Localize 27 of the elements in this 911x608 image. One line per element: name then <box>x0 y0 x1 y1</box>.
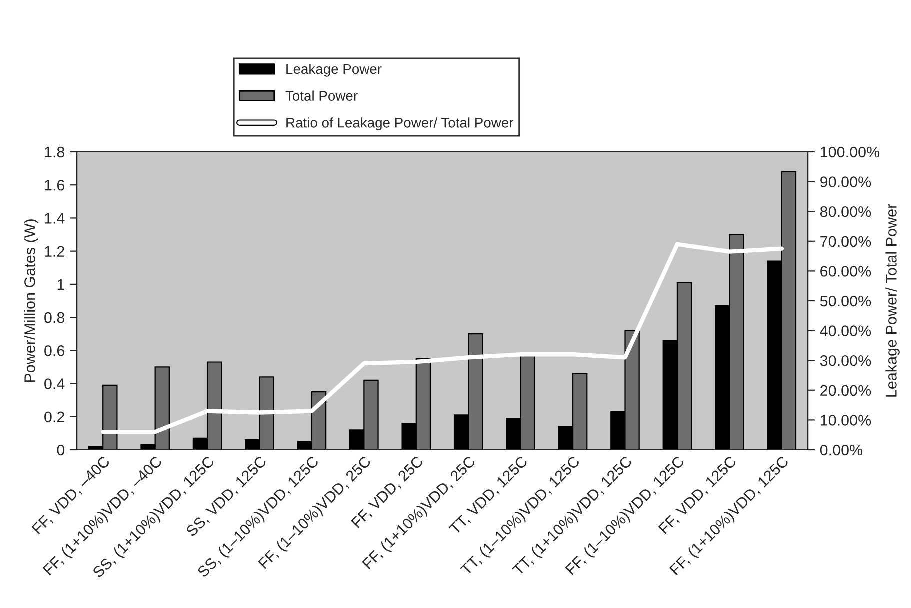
y2-tick-label: 10.00% <box>820 415 872 426</box>
y-tick-label: 1 <box>58 279 64 290</box>
y-tick-label: 0.8 <box>44 312 65 324</box>
y-tick-label: 0.4 <box>44 378 65 390</box>
line-series <box>101 242 784 434</box>
y2-tick-label: 30.00% <box>820 355 872 366</box>
y-tick-label: 1.6 <box>45 180 65 191</box>
y-tick-label: 1.2 <box>45 246 64 257</box>
y2-tick-label: 0.00% <box>820 444 863 456</box>
y2-tick-label: 90.00% <box>820 176 872 188</box>
y-tick-label: 1.4 <box>45 213 65 224</box>
y2-tick-label: 100.00% <box>820 146 880 158</box>
legend-label: Leakage Power <box>286 64 382 77</box>
y2-tick-label: 60.00% <box>820 266 872 277</box>
y2-tick-label: 80.00% <box>820 206 872 218</box>
y-tick-label: 0.2 <box>44 412 64 423</box>
y-tick-label: 1.8 <box>45 146 65 158</box>
y2-tick-label: 70.00% <box>820 236 872 248</box>
y-tick-label: 0 <box>57 444 65 456</box>
y2-axis-title: Leakage Power/ Total Power <box>886 204 900 397</box>
y2-tick-label: 50.00% <box>820 296 872 307</box>
y-tick-label: 0.6 <box>44 346 65 356</box>
legend-label: Ratio of Leakage Power/ Total Power <box>286 118 514 131</box>
y-axis-title: Power/Million Gates (W) <box>24 220 38 382</box>
legend-label: Total Power <box>286 90 358 101</box>
y2-tick-label: 40.00% <box>820 326 872 336</box>
y2-tick-label: 20.00% <box>820 385 872 396</box>
